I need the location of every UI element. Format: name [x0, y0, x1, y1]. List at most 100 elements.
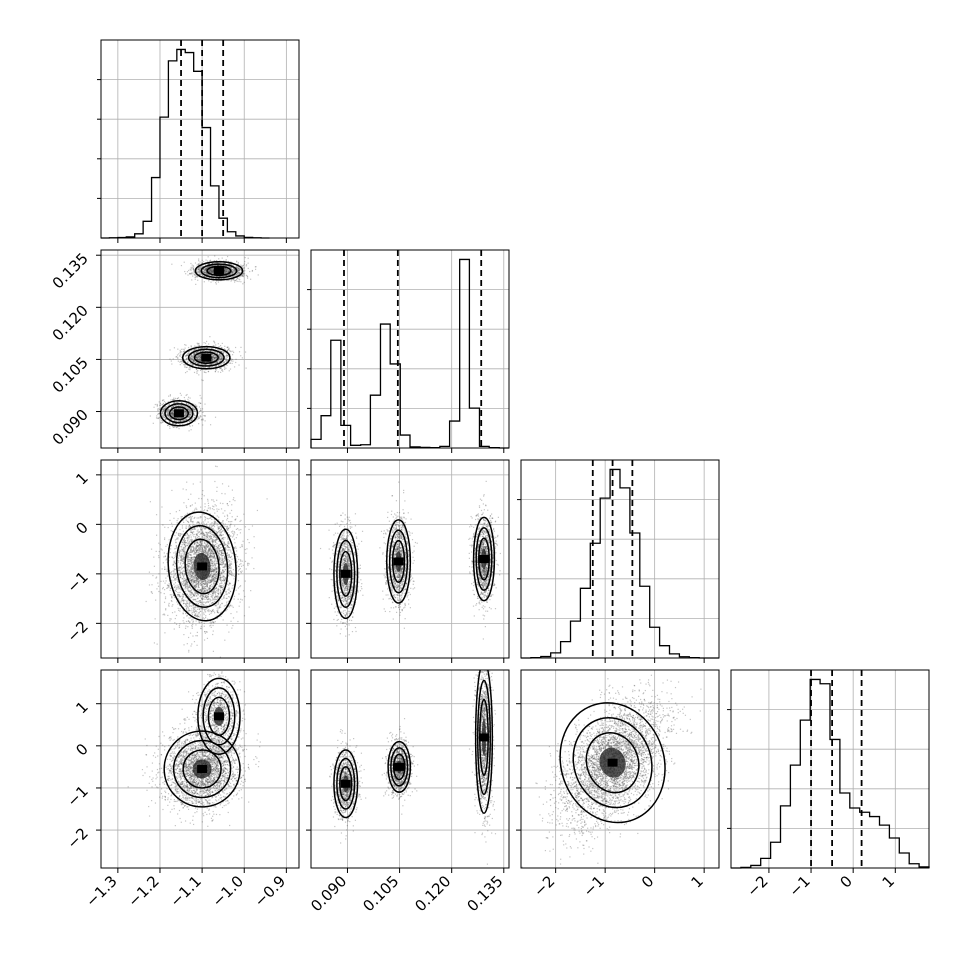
- scatter-point: [211, 275, 213, 277]
- scatter-point: [230, 272, 232, 275]
- scatter-point: [182, 612, 184, 614]
- scatter-point: [200, 353, 202, 355]
- scatter-point: [169, 358, 171, 360]
- scatter-point: [173, 583, 175, 585]
- scatter-point: [203, 275, 206, 277]
- scatter-point: [204, 367, 206, 369]
- scatter-point: [228, 631, 230, 633]
- scatter-point: [236, 561, 238, 563]
- scatter-point: [178, 408, 180, 410]
- scatter-point: [214, 275, 216, 278]
- scatter-point: [216, 524, 218, 526]
- scatter-point: [208, 268, 210, 271]
- scatter-point: [171, 418, 173, 420]
- scatter-point: [198, 344, 201, 346]
- scatter-point: [224, 270, 226, 272]
- scatter-point: [207, 346, 209, 349]
- scatter-point: [190, 429, 192, 431]
- scatter-point: [185, 582, 188, 585]
- scatter-point: [178, 585, 180, 587]
- scatter-point: [212, 271, 214, 273]
- scatter-point: [185, 418, 187, 420]
- scatter-point: [206, 266, 208, 268]
- scatter-point: [188, 409, 190, 412]
- scatter-point: [219, 367, 221, 369]
- scatter-point: [211, 357, 213, 360]
- scatter-point: [216, 353, 218, 356]
- scatter-point: [227, 580, 229, 582]
- scatter-point: [219, 358, 221, 360]
- scatter-point: [224, 272, 226, 274]
- scatter-point: [186, 354, 188, 356]
- scatter-point: [158, 413, 160, 415]
- scatter-point: [198, 267, 200, 269]
- scatter-point: [192, 364, 194, 366]
- scatter-point: [220, 586, 222, 588]
- scatter-point: [211, 269, 213, 271]
- scatter-point: [215, 360, 217, 363]
- scatter-point: [181, 558, 183, 560]
- scatter-point: [197, 343, 199, 345]
- scatter-point: [197, 363, 199, 365]
- scatter-point: [219, 364, 221, 366]
- scatter-point: [201, 363, 203, 365]
- scatter-point: [182, 519, 184, 522]
- scatter-point: [218, 593, 220, 595]
- scatter-point: [207, 361, 209, 363]
- scatter-point: [189, 273, 191, 275]
- scatter-point: [223, 268, 225, 270]
- scatter-point: [183, 602, 185, 604]
- scatter-point: [195, 356, 197, 358]
- scatter-point: [208, 364, 210, 366]
- scatter-point: [232, 265, 234, 267]
- scatter-point: [162, 407, 165, 410]
- scatter-point: [177, 397, 179, 400]
- scatter-point: [171, 605, 173, 607]
- scatter-point: [208, 271, 210, 273]
- scatter-point: [212, 357, 214, 359]
- scatter-point: [166, 412, 168, 414]
- scatter-point: [213, 591, 215, 593]
- scatter-point: [218, 358, 220, 361]
- scatter-point: [159, 403, 162, 405]
- scatter-point: [206, 631, 208, 633]
- scatter-point: [192, 267, 194, 270]
- scatter-point: [208, 366, 211, 368]
- scatter-point: [205, 352, 207, 355]
- scatter-point: [197, 597, 199, 599]
- scatter-point: [234, 269, 236, 271]
- scatter-point: [200, 366, 202, 369]
- scatter-point: [188, 415, 191, 417]
- scatter-point: [212, 564, 214, 566]
- scatter-point: [236, 269, 239, 271]
- scatter-point: [181, 555, 183, 557]
- scatter-point: [197, 354, 199, 356]
- scatter-point: [231, 269, 233, 271]
- scatter-point: [165, 545, 167, 547]
- scatter-point: [207, 510, 209, 512]
- scatter-point: [196, 359, 199, 361]
- scatter-point: [178, 401, 180, 403]
- scatter-point: [202, 268, 204, 270]
- scatter-point: [203, 275, 205, 278]
- scatter-point: [217, 565, 219, 568]
- scatter-point: [201, 347, 204, 349]
- scatter-point: [198, 270, 201, 272]
- scatter-point: [234, 269, 237, 271]
- scatter-point: [188, 414, 191, 416]
- scatter-point: [185, 410, 188, 412]
- scatter-point: [193, 549, 195, 551]
- scatter-point: [197, 347, 199, 350]
- scatter-point: [187, 540, 189, 542]
- scatter-point: [209, 351, 211, 353]
- scatter-point: [190, 529, 192, 531]
- scatter-point: [206, 273, 208, 275]
- scatter-point: [212, 351, 214, 353]
- scatter-point: [210, 550, 212, 552]
- scatter-point: [175, 405, 177, 407]
- scatter-point: [161, 549, 163, 551]
- scatter-point: [182, 402, 184, 405]
- scatter-point: [226, 274, 228, 276]
- scatter-point: [177, 579, 179, 581]
- scatter-point: [225, 359, 227, 361]
